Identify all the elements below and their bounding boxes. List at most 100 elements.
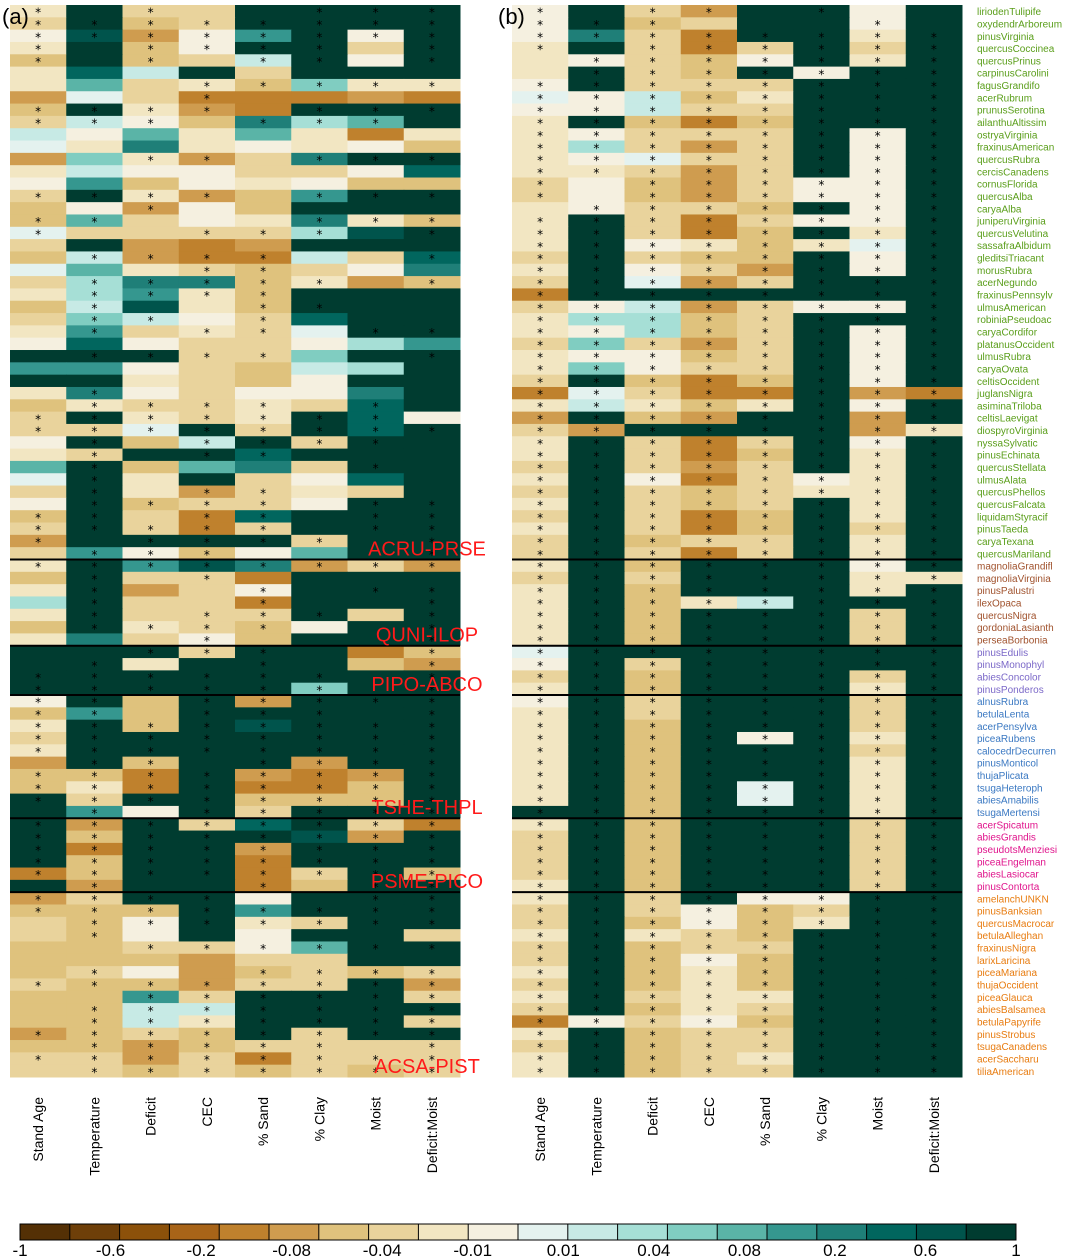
significance-star: * — [650, 511, 656, 525]
significance-star: * — [931, 486, 937, 500]
heatmap-cell — [235, 1052, 292, 1066]
significance-star: * — [762, 499, 768, 513]
significance-star: * — [35, 18, 41, 32]
heatmap-cell — [122, 78, 180, 92]
significance-star: * — [931, 782, 937, 796]
heatmap-cell — [793, 547, 850, 560]
heatmap-cell — [403, 288, 461, 302]
heatmap-cell — [568, 54, 625, 68]
heatmap-cell — [568, 670, 625, 684]
significance-star: * — [148, 991, 154, 1005]
heatmap-cell — [10, 54, 67, 68]
significance-star: * — [931, 277, 937, 291]
significance-star: * — [875, 1065, 881, 1079]
significance-star: * — [650, 844, 656, 858]
heatmap-cell — [737, 300, 794, 314]
heatmap-cell — [66, 510, 123, 524]
heatmap-cell — [680, 313, 738, 326]
significance-star: * — [706, 954, 712, 968]
heatmap-cell — [793, 5, 850, 18]
significance-star: * — [148, 1041, 154, 1055]
significance-star: * — [593, 412, 599, 426]
heatmap-cell — [10, 744, 67, 758]
heatmap-cell — [66, 645, 123, 659]
heatmap-cell — [624, 966, 682, 979]
heatmap-cell — [624, 719, 682, 733]
significance-star: * — [429, 659, 435, 673]
heatmap-cell — [291, 189, 348, 203]
heatmap-cell — [793, 879, 850, 893]
significance-star: * — [593, 30, 599, 44]
heatmap-cell — [122, 1040, 180, 1053]
heatmap-cell — [178, 953, 236, 967]
significance-star: * — [429, 782, 435, 796]
heatmap-cell — [122, 251, 180, 265]
heatmap-cell — [347, 497, 405, 511]
heatmap-cell — [122, 1052, 180, 1066]
colorbar-segment — [767, 1224, 818, 1240]
significance-star: * — [931, 696, 937, 710]
heatmap-cell — [10, 781, 67, 795]
significance-star: * — [706, 474, 712, 488]
heatmap-cell — [347, 830, 405, 844]
heatmap-cell — [737, 66, 794, 80]
significance-star: * — [931, 831, 937, 845]
heatmap-cell — [403, 78, 461, 92]
heatmap-cell — [512, 399, 569, 413]
heatmap-cell — [680, 78, 738, 92]
significance-star: * — [818, 412, 824, 426]
heatmap-cell — [291, 941, 348, 955]
significance-star: * — [373, 1004, 379, 1018]
heatmap-cell — [624, 152, 682, 166]
heatmap-cell — [793, 41, 850, 55]
significance-star: * — [91, 770, 97, 784]
significance-star: * — [373, 991, 379, 1005]
species-label: thujaPlicata — [977, 771, 1029, 782]
heatmap-cell — [178, 5, 236, 18]
heatmap-cell — [905, 547, 963, 560]
species-label: quercusVelutina — [977, 229, 1049, 240]
heatmap-cell — [178, 17, 236, 31]
heatmap-cell — [403, 29, 461, 43]
heatmap-cell — [291, 1064, 348, 1078]
significance-star: * — [593, 844, 599, 858]
species-label: pinusPalustri — [977, 586, 1034, 597]
heatmap-cell — [347, 177, 405, 191]
significance-star: * — [537, 782, 543, 796]
heatmap-cell — [178, 608, 236, 622]
significance-star: * — [818, 1016, 824, 1030]
significance-star: * — [706, 683, 712, 697]
significance-star: * — [204, 1053, 210, 1067]
heatmap-cell — [849, 830, 907, 844]
heatmap-cell — [66, 103, 123, 117]
significance-star: * — [593, 363, 599, 377]
heatmap-cell — [403, 189, 461, 203]
heatmap-cell — [849, 128, 907, 142]
heatmap-cell — [403, 399, 461, 413]
heatmap-cell — [347, 91, 405, 105]
heatmap-cell — [122, 128, 180, 142]
heatmap-cell — [905, 805, 963, 819]
heatmap-cell — [122, 288, 180, 302]
significance-star: * — [931, 166, 937, 180]
significance-star: * — [537, 523, 543, 537]
heatmap-cell — [680, 608, 738, 622]
heatmap-cell — [66, 177, 123, 191]
significance-star: * — [593, 536, 599, 550]
significance-star: * — [875, 314, 881, 328]
heatmap-cell — [737, 128, 794, 142]
heatmap-cell — [849, 818, 907, 832]
heatmap-cell — [905, 1015, 963, 1029]
significance-star: * — [429, 215, 435, 229]
heatmap-cell — [291, 1015, 348, 1029]
significance-star: * — [35, 215, 41, 229]
heatmap-cell — [66, 744, 123, 758]
heatmap-cell — [624, 399, 682, 413]
heatmap-cell — [347, 621, 405, 634]
significance-star: * — [593, 573, 599, 587]
significance-star: * — [875, 609, 881, 623]
heatmap-cell — [905, 436, 963, 450]
heatmap-cell — [178, 91, 236, 105]
significance-star: * — [316, 1016, 322, 1030]
heatmap-cell — [849, 978, 907, 992]
